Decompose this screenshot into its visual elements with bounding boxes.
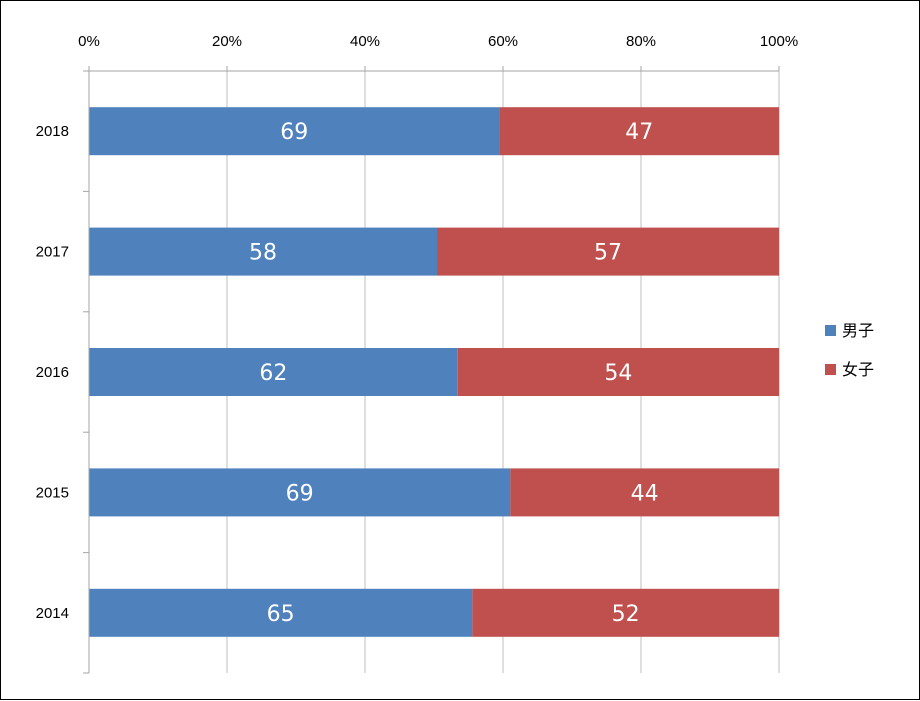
bar-segment-girls-2018 — [499, 107, 779, 156]
x-axis-tick-labels: 0% 20% 40% 60% 80% 100% — [78, 33, 798, 50]
y-axis-tick-label: 2016 — [36, 364, 69, 381]
data-label: 52 — [612, 602, 640, 627]
x-axis-tick-label: 80% — [626, 33, 656, 50]
x-axis-tick-label: 100% — [760, 33, 798, 50]
data-label: 69 — [280, 120, 308, 145]
data-label: 54 — [604, 361, 632, 386]
bar-segment-girls-2017 — [437, 227, 779, 276]
y-axis-tick-labels: 2018 2017 2016 2015 2014 — [36, 123, 69, 622]
legend-label: 男子 — [842, 321, 874, 340]
y-axis-tick-label: 2015 — [36, 484, 69, 501]
axes — [83, 66, 780, 674]
bar-segment-boys-2018 — [89, 107, 500, 156]
x-axis-tick-label: 60% — [488, 33, 518, 50]
y-axis-tick-label: 2018 — [36, 123, 69, 140]
bar-segment-girls-2016 — [457, 348, 779, 396]
data-label: 58 — [249, 241, 277, 266]
bar-segment-boys-2015 — [89, 468, 511, 517]
x-axis-tick-label: 40% — [350, 33, 380, 50]
data-label: 57 — [594, 241, 622, 266]
bars — [89, 107, 779, 637]
legend-swatch — [825, 325, 836, 336]
data-label: 47 — [625, 120, 653, 145]
bar-segment-girls-2015 — [510, 468, 779, 517]
legend-swatch — [825, 364, 836, 375]
x-axis-tick-label: 0% — [78, 33, 100, 50]
data-labels: 69 47 58 57 62 54 69 44 65 52 — [249, 120, 659, 627]
y-axis-tick-label: 2014 — [36, 605, 69, 622]
legend-label: 女子 — [842, 360, 874, 379]
bar-segment-boys-2014 — [89, 588, 473, 637]
bar-segment-girls-2014 — [472, 588, 779, 637]
x-axis-tick-label: 20% — [212, 33, 242, 50]
bar-segment-boys-2017 — [89, 227, 437, 276]
bar-segment-boys-2016 — [89, 348, 458, 396]
data-label: 62 — [259, 361, 287, 386]
data-label: 44 — [631, 481, 659, 506]
y-axis-tick-label: 2017 — [36, 244, 69, 261]
data-label: 69 — [286, 481, 314, 506]
data-label: 65 — [267, 602, 295, 627]
